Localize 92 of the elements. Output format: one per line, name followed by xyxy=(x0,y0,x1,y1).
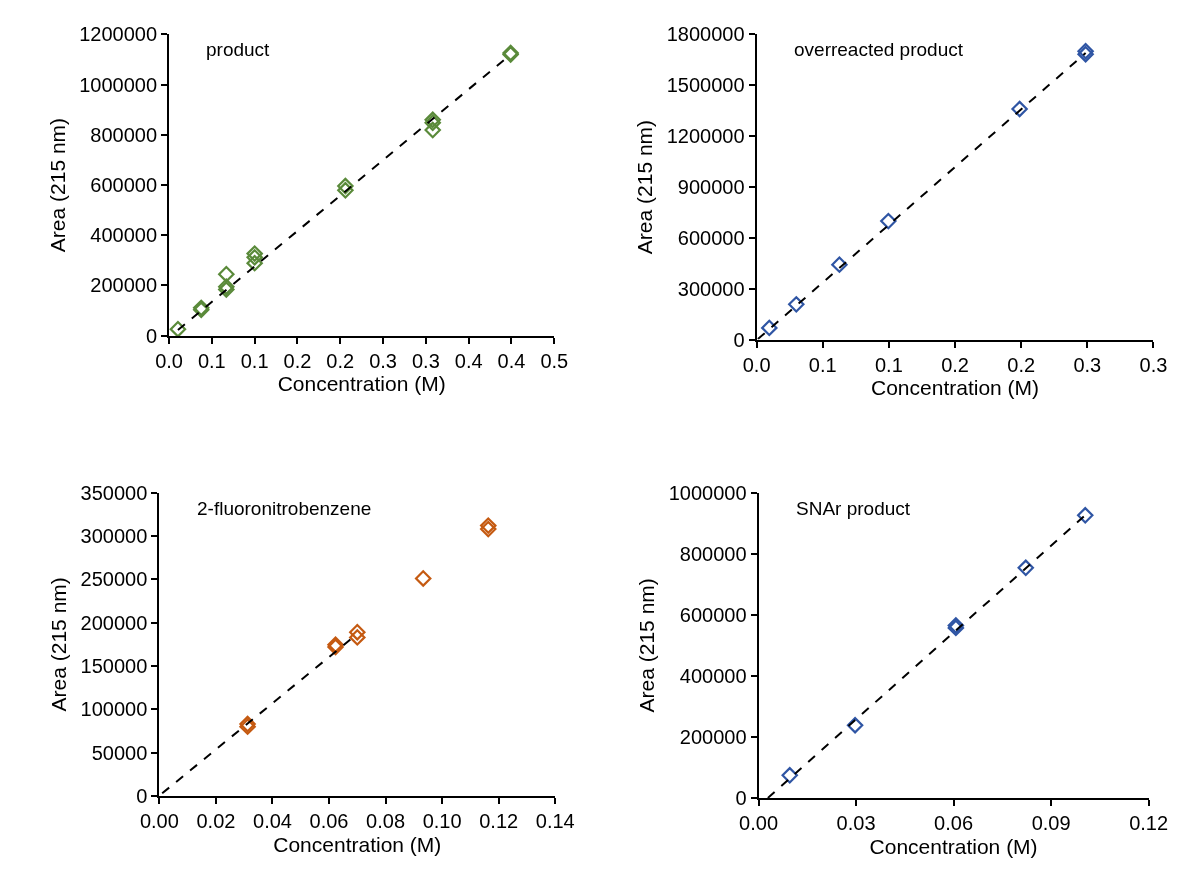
point xyxy=(424,121,441,139)
x-tick-label: 0.06 xyxy=(934,811,974,834)
x-tick-label: 0.00 xyxy=(139,809,179,832)
x-tick-label: 0.14 xyxy=(535,809,575,832)
y-tick-label: 250000 xyxy=(80,568,148,591)
x-tick-label: 0.0 xyxy=(155,349,183,372)
y-tick-label: 1200000 xyxy=(666,125,745,148)
y-tick-label: 800000 xyxy=(90,123,158,146)
x-tick-label: 0.2 xyxy=(1007,353,1036,376)
x-tick-label: 0.2 xyxy=(326,349,355,372)
y-tick-label: 1000000 xyxy=(668,481,747,504)
x-axis-title: Concentration (M) xyxy=(277,372,446,396)
x-axis-title: Concentration (M) xyxy=(273,832,442,856)
y-tick-label: 150000 xyxy=(80,654,148,677)
x-tick-label: 0.1 xyxy=(197,349,226,372)
y-tick-label: 50000 xyxy=(91,741,148,764)
point xyxy=(846,717,864,734)
point xyxy=(349,629,366,646)
point xyxy=(831,256,848,273)
x-tick-label: 0.0 xyxy=(742,353,771,376)
x-tick-label: 0.3 xyxy=(411,349,440,372)
y-tick-label: 600000 xyxy=(677,226,745,249)
point xyxy=(246,254,263,272)
x-tick-label: 0.1 xyxy=(808,353,837,376)
point xyxy=(1011,100,1028,118)
point xyxy=(880,212,897,230)
x-tick-label: 0.12 xyxy=(1129,811,1169,834)
y-tick-label: 1200000 xyxy=(79,23,158,46)
annotation: 2-fluoronitrobenzene xyxy=(197,498,372,519)
x-tick-label: 0.3 xyxy=(1139,353,1168,376)
x-axis-title: Concentration (M) xyxy=(871,376,1040,400)
y-tick-label: 300000 xyxy=(677,277,745,300)
y-tick-label: 0 xyxy=(136,784,148,807)
x-tick-label: 0.3 xyxy=(1073,353,1102,376)
y-tick-label: 0 xyxy=(733,328,745,351)
point xyxy=(788,296,805,313)
point xyxy=(349,623,366,641)
x-tick-label: 0.04 xyxy=(253,809,292,832)
x-tick-label: 0.5 xyxy=(540,349,569,372)
y-tick-label: 0 xyxy=(145,324,158,347)
x-tick-label: 0.4 xyxy=(454,349,483,372)
point xyxy=(1077,507,1094,524)
y-tick-label: 350000 xyxy=(80,481,148,504)
x-tick-label: 0.3 xyxy=(369,349,397,372)
point xyxy=(414,570,432,587)
x-tick-label: 0.02 xyxy=(196,809,236,832)
y-tick-label: 800000 xyxy=(679,542,747,565)
point xyxy=(246,245,263,262)
y-tick-label: 900000 xyxy=(677,176,745,198)
y-tick-label: 200000 xyxy=(90,274,158,297)
point xyxy=(169,320,187,338)
point xyxy=(337,182,354,199)
point xyxy=(480,517,497,534)
x-tick-label: 0.1 xyxy=(240,349,269,372)
y-axis-title: Area (215 nm) xyxy=(45,117,69,253)
y-tick-label: 400000 xyxy=(679,664,747,687)
y-tick-label: 1000000 xyxy=(79,73,158,96)
y-tick-label: 300000 xyxy=(80,525,148,548)
point xyxy=(218,265,235,283)
y-tick-label: 1500000 xyxy=(666,74,745,97)
x-tick-label: 0.08 xyxy=(366,809,406,832)
x-tick-label: 0.10 xyxy=(422,809,462,832)
point xyxy=(781,767,798,784)
y-tick-label: 600000 xyxy=(90,174,158,197)
x-tick-label: 0.09 xyxy=(1031,811,1071,834)
point xyxy=(761,319,778,337)
x-tick-label: 0.1 xyxy=(874,353,903,376)
annotation: SNAr product xyxy=(796,498,911,519)
point xyxy=(337,177,354,195)
y-tick-label: 400000 xyxy=(90,224,158,247)
y-axis-title: Area (215 nm) xyxy=(635,578,659,713)
x-axis-title: Concentration (M) xyxy=(869,834,1038,858)
point xyxy=(1017,559,1035,577)
point xyxy=(480,520,497,538)
x-tick-label: 0.00 xyxy=(739,811,779,834)
y-tick-label: 1800000 xyxy=(666,23,745,46)
annotation: overreacted product xyxy=(794,39,964,60)
y-axis-title: Area (215 nm) xyxy=(47,577,71,712)
x-tick-label: 0.12 xyxy=(479,809,519,832)
y-tick-label: 600000 xyxy=(679,603,747,626)
x-tick-label: 0.06 xyxy=(309,809,349,832)
x-tick-label: 0.03 xyxy=(836,811,876,834)
y-tick-label: 100000 xyxy=(80,698,148,721)
x-tick-label: 0.2 xyxy=(283,349,312,372)
y-tick-label: 0 xyxy=(735,786,747,809)
x-tick-label: 0.4 xyxy=(497,349,526,372)
x-tick-label: 0.2 xyxy=(941,353,969,376)
point xyxy=(246,249,263,266)
y-tick-label: 200000 xyxy=(679,725,747,748)
y-axis-title: Area (215 nm) xyxy=(633,119,657,255)
y-tick-label: 200000 xyxy=(80,611,148,634)
annotation: product xyxy=(206,39,271,60)
